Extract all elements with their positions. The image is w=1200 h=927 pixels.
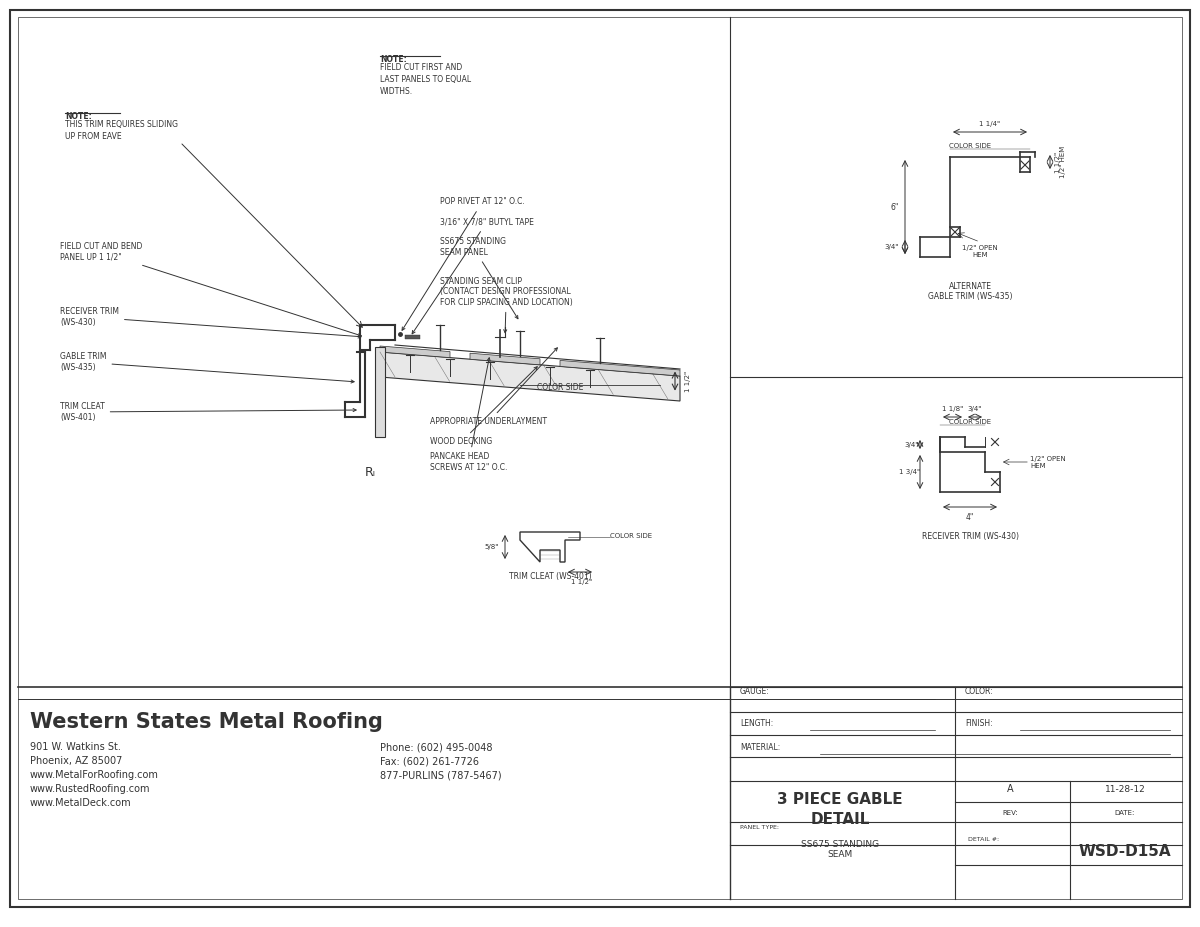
Text: SS675 STANDING
SEAM PANEL: SS675 STANDING SEAM PANEL [440,237,518,319]
Text: 1 1/8": 1 1/8" [942,406,964,412]
Polygon shape [376,347,385,437]
Text: COLOR SIDE: COLOR SIDE [536,383,583,391]
Text: PANCAKE HEAD
SCREWS AT 12" O.C.: PANCAKE HEAD SCREWS AT 12" O.C. [430,358,508,472]
Text: TRIM CLEAT
(WS-401): TRIM CLEAT (WS-401) [60,402,356,422]
Text: FIELD CUT FIRST AND
LAST PANELS TO EQUAL
WIDTHS.: FIELD CUT FIRST AND LAST PANELS TO EQUAL… [380,63,472,95]
Text: A: A [1007,784,1013,794]
Text: DATE:: DATE: [1115,810,1135,816]
Text: RECEIVER TRIM
(WS-430): RECEIVER TRIM (WS-430) [60,307,361,338]
Text: Rₗ: Rₗ [365,465,376,478]
Text: 5/8": 5/8" [485,544,499,550]
Polygon shape [470,353,540,365]
Text: Fax: (602) 261-7726: Fax: (602) 261-7726 [380,756,479,766]
Text: 1 1/2": 1 1/2" [571,579,593,585]
Text: 1 1/2": 1 1/2" [1055,151,1061,172]
Text: Phone: (602) 495-0048: Phone: (602) 495-0048 [380,742,492,752]
Text: GABLE TRIM
(WS-435): GABLE TRIM (WS-435) [60,352,354,383]
Bar [406,335,420,339]
Text: 3 PIECE GABLE
DETAIL: 3 PIECE GABLE DETAIL [778,792,902,827]
Polygon shape [380,346,450,358]
Text: www.MetalForRoofing.com: www.MetalForRoofing.com [30,770,158,780]
Text: 4": 4" [966,513,974,522]
Text: 1/2" HEM: 1/2" HEM [1060,146,1066,178]
Text: TRIM CLEAT (WS-401): TRIM CLEAT (WS-401) [509,572,592,581]
Polygon shape [380,352,680,401]
Text: 3/4": 3/4" [884,244,899,250]
Text: COLOR SIDE: COLOR SIDE [949,419,991,425]
Text: FIELD CUT AND BEND
PANEL UP 1 1/2": FIELD CUT AND BEND PANEL UP 1 1/2" [60,242,361,337]
Text: COLOR SIDE: COLOR SIDE [949,143,991,148]
Text: STANDING SEAM CLIP
(CONTACT DESIGN PROFESSIONAL
FOR CLIP SPACING AND LOCATION): STANDING SEAM CLIP (CONTACT DESIGN PROFE… [440,277,572,333]
Text: REV:: REV: [1002,810,1018,816]
Text: 1/2" OPEN
HEM: 1/2" OPEN HEM [1030,455,1066,468]
Text: WOOD DECKING: WOOD DECKING [430,367,538,447]
Text: POP RIVET AT 12" O.C.: POP RIVET AT 12" O.C. [402,197,524,330]
Text: PANEL TYPE:: PANEL TYPE: [740,825,779,830]
Text: 1 3/4": 1 3/4" [900,469,920,475]
Text: ALTERNATE
GABLE TRIM (WS-435): ALTERNATE GABLE TRIM (WS-435) [928,282,1013,301]
Text: GAUGE:: GAUGE: [740,688,769,696]
Text: www.RustedRoofing.com: www.RustedRoofing.com [30,784,150,794]
Text: SS675 STANDING
SEAM: SS675 STANDING SEAM [800,840,880,859]
Text: RECEIVER TRIM (WS-430): RECEIVER TRIM (WS-430) [922,532,1019,541]
Text: www.MetalDeck.com: www.MetalDeck.com [30,798,132,808]
Text: THIS TRIM REQUIRES SLIDING
UP FROM EAVE: THIS TRIM REQUIRES SLIDING UP FROM EAVE [65,120,178,141]
Text: 3/4": 3/4" [905,441,919,448]
Text: NOTE:: NOTE: [65,112,91,121]
Text: LENGTH:: LENGTH: [740,719,773,729]
Text: NOTE:: NOTE: [380,55,407,64]
Text: COLOR SIDE: COLOR SIDE [610,533,652,539]
Text: 3/4": 3/4" [968,406,982,412]
Text: 3/16" X 7/8" BUTYL TAPE: 3/16" X 7/8" BUTYL TAPE [412,218,534,334]
Text: 901 W. Watkins St.: 901 W. Watkins St. [30,742,121,752]
Text: COLOR:: COLOR: [965,688,994,696]
Text: Phoenix, AZ 85007: Phoenix, AZ 85007 [30,756,122,766]
Text: APPROPRIATE UNDERLAYMENT: APPROPRIATE UNDERLAYMENT [430,348,557,426]
Text: 877-PURLINS (787-5467): 877-PURLINS (787-5467) [380,770,502,780]
Text: MATERIAL:: MATERIAL: [740,743,780,753]
Polygon shape [560,361,680,376]
Text: FINISH:: FINISH: [965,719,992,729]
Text: 1/2" OPEN
HEM: 1/2" OPEN HEM [962,245,998,258]
Text: DETAIL #:: DETAIL #: [968,837,1000,842]
Text: WSD-D15A: WSD-D15A [1079,844,1171,859]
Text: 6": 6" [890,202,899,211]
Text: 1 1/2": 1 1/2" [685,371,691,392]
Text: 1 1/4": 1 1/4" [979,121,1001,127]
Text: 11-28-12: 11-28-12 [1105,784,1145,794]
Text: Western States Metal Roofing: Western States Metal Roofing [30,712,383,732]
